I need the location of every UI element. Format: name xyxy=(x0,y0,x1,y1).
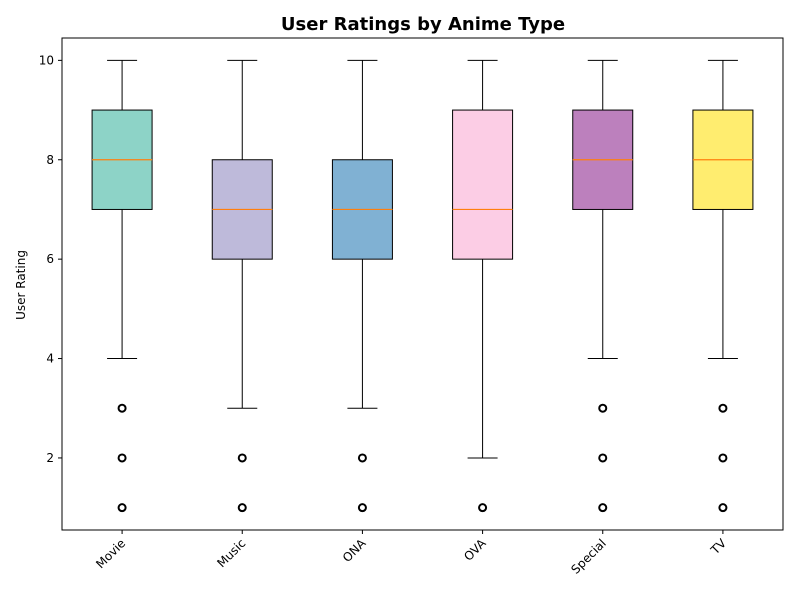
x-tick-label-tv: TV xyxy=(707,536,729,558)
plot-area xyxy=(61,37,784,531)
x-tick-label-ona: ONA xyxy=(340,536,369,565)
box-group-movie xyxy=(91,59,153,513)
chart-title: User Ratings by Anime Type xyxy=(281,14,565,35)
y-tick-label: 2 xyxy=(46,451,54,465)
x-tick-label-movie: Movie xyxy=(93,536,128,571)
outlier-point xyxy=(478,503,488,513)
outlier-point xyxy=(117,403,127,413)
outlier-point xyxy=(357,453,367,463)
y-axis-label: User Rating xyxy=(14,250,28,320)
outlier-point xyxy=(237,453,247,463)
outlier-point xyxy=(598,503,608,513)
box-group-special xyxy=(572,59,634,513)
y-tick-label: 4 xyxy=(46,352,54,366)
y-axis: 2 4 6 8 10 xyxy=(39,53,62,465)
outlier-point xyxy=(718,453,728,463)
outlier-point xyxy=(718,503,728,513)
outlier-point xyxy=(117,503,127,513)
box-group-ona xyxy=(331,59,393,513)
outlier-point xyxy=(598,453,608,463)
outlier-point xyxy=(718,403,728,413)
y-tick-label: 6 xyxy=(46,252,54,266)
x-tick-label-ova: OVA xyxy=(461,536,489,564)
box-group-ova xyxy=(452,59,514,513)
outlier-point xyxy=(598,403,608,413)
y-tick-label: 10 xyxy=(39,53,54,67)
box-group-tv xyxy=(692,59,754,513)
outlier-point xyxy=(117,453,127,463)
x-axis: Movie Music ONA OVA Special TV xyxy=(93,530,730,577)
outlier-point xyxy=(237,503,247,513)
box-group-music xyxy=(211,59,273,513)
x-tick-label-special: Special xyxy=(568,536,608,576)
box xyxy=(452,109,514,260)
y-tick-label: 8 xyxy=(46,153,54,167)
outlier-point xyxy=(357,503,367,513)
plot-marks xyxy=(91,59,754,513)
x-tick-label-music: Music xyxy=(214,536,248,570)
